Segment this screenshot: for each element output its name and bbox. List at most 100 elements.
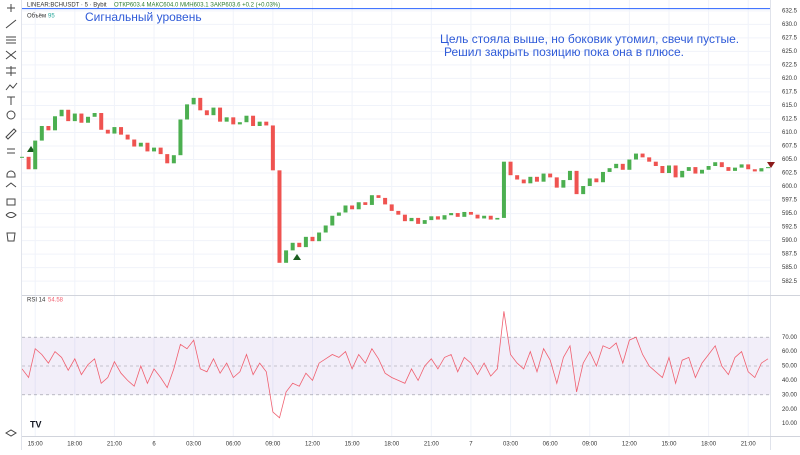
pattern-tool[interactable] xyxy=(5,50,17,60)
x-tick-label: 03:00 xyxy=(503,442,519,448)
comment-line-2: Решил закрыть позицию пока она в плюсе. xyxy=(444,45,684,59)
candle xyxy=(303,236,308,248)
x-tick-label: 15:00 xyxy=(28,442,44,448)
x-tick-label: 18:00 xyxy=(701,442,717,448)
candle xyxy=(152,147,157,152)
candle xyxy=(198,97,203,111)
ruler-tool[interactable] xyxy=(5,128,17,140)
candle xyxy=(693,167,698,174)
candle xyxy=(455,213,460,217)
candle xyxy=(59,109,64,117)
delete-tool[interactable] xyxy=(6,232,16,242)
x-tick-label: 12:00 xyxy=(305,442,321,448)
candle xyxy=(739,164,744,168)
layers-tool[interactable] xyxy=(5,429,17,437)
fib-tool[interactable] xyxy=(6,36,16,44)
buy-arrow xyxy=(27,146,35,152)
candle xyxy=(343,205,348,213)
candle xyxy=(521,179,526,184)
candle xyxy=(251,115,256,126)
y2-tick-label: 30.00 xyxy=(782,392,798,398)
candle xyxy=(462,211,467,217)
candle xyxy=(389,204,394,211)
rsi-label: RSI 14 xyxy=(27,298,46,304)
candle xyxy=(435,216,440,220)
y-tick-label: 630.0 xyxy=(782,22,798,28)
candle xyxy=(350,205,355,210)
x-tick-label: 15:00 xyxy=(345,442,361,448)
candle xyxy=(363,202,368,205)
signal-annotation: Сигнальный уровень xyxy=(85,10,202,24)
candle xyxy=(515,175,520,180)
x-tick-label: 09:00 xyxy=(265,442,281,448)
y-tick-label: 600.0 xyxy=(782,184,798,190)
toolbar xyxy=(5,4,18,437)
candle xyxy=(627,159,632,170)
candle xyxy=(746,164,751,170)
candle xyxy=(594,178,599,183)
y-tick-label: 602.5 xyxy=(782,171,798,177)
y2-tick-label: 20.00 xyxy=(782,407,798,413)
candle xyxy=(224,117,229,122)
candle xyxy=(726,167,731,171)
candle xyxy=(211,107,216,116)
candle xyxy=(99,113,104,130)
candle xyxy=(706,166,711,170)
candle xyxy=(409,217,414,222)
x-tick-label: 06:00 xyxy=(226,442,242,448)
y-tick-label: 617.5 xyxy=(782,90,798,96)
buy-arrow xyxy=(293,254,301,260)
candle xyxy=(607,168,612,172)
y-tick-label: 595.0 xyxy=(782,211,798,217)
candle xyxy=(554,177,559,188)
candle xyxy=(20,156,24,158)
y2-tick-label: 60.00 xyxy=(782,349,798,355)
y-tick-label: 625.0 xyxy=(782,49,798,55)
y-tick-label: 615.0 xyxy=(782,103,798,109)
candle xyxy=(264,121,269,126)
tv-logo: TV xyxy=(30,419,42,429)
icon-tool[interactable] xyxy=(6,110,16,120)
candle xyxy=(66,109,71,122)
candle xyxy=(145,142,150,152)
candle xyxy=(330,215,335,226)
candle xyxy=(587,178,592,187)
draw-mode-tool[interactable] xyxy=(5,182,17,188)
candle xyxy=(574,170,579,195)
candle xyxy=(165,154,170,164)
candle xyxy=(317,232,322,242)
candle xyxy=(633,153,638,160)
crosshair-tool[interactable] xyxy=(7,4,15,12)
candle xyxy=(171,155,176,164)
candle xyxy=(178,119,183,156)
candle xyxy=(356,202,361,210)
x-tick-label: 06:00 xyxy=(543,442,559,448)
x-tick-label: 18:00 xyxy=(67,442,83,448)
trend-line-tool[interactable] xyxy=(5,19,17,29)
y-tick-label: 597.5 xyxy=(782,198,798,204)
x-tick-label: 7 xyxy=(469,442,473,448)
symbol-label: LINEAR:BCHUSDT · 5 · Bybit xyxy=(27,3,107,9)
candle xyxy=(284,250,289,263)
zoom-tool[interactable] xyxy=(7,148,15,154)
candle xyxy=(495,217,500,220)
magnet-tool[interactable] xyxy=(6,170,16,178)
y-tick-label: 587.5 xyxy=(782,252,798,258)
lock-tool[interactable] xyxy=(6,198,16,206)
x-tick-label: 15:00 xyxy=(661,442,677,448)
brush-tool[interactable] xyxy=(5,82,18,91)
candle xyxy=(125,134,130,140)
candle xyxy=(270,125,275,171)
volume-label: Объём xyxy=(27,14,46,20)
candle xyxy=(700,169,704,174)
candle xyxy=(614,163,619,169)
candle xyxy=(686,167,691,171)
text-tool[interactable] xyxy=(7,96,15,105)
forecast-tool[interactable] xyxy=(6,66,16,76)
y-tick-label: 605.0 xyxy=(782,157,798,163)
candle xyxy=(482,215,487,219)
candle xyxy=(376,195,381,198)
hide-tool[interactable] xyxy=(5,212,17,218)
y2-tick-label: 70.00 xyxy=(782,335,798,341)
